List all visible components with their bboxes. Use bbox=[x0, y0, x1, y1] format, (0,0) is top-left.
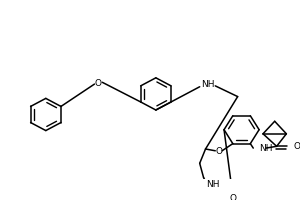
Text: NH: NH bbox=[207, 180, 220, 189]
Text: O: O bbox=[229, 194, 236, 200]
Text: NH: NH bbox=[259, 144, 273, 153]
Text: NH: NH bbox=[201, 80, 214, 89]
Text: O: O bbox=[95, 79, 102, 88]
Text: O: O bbox=[216, 147, 223, 156]
Text: O: O bbox=[293, 142, 300, 151]
